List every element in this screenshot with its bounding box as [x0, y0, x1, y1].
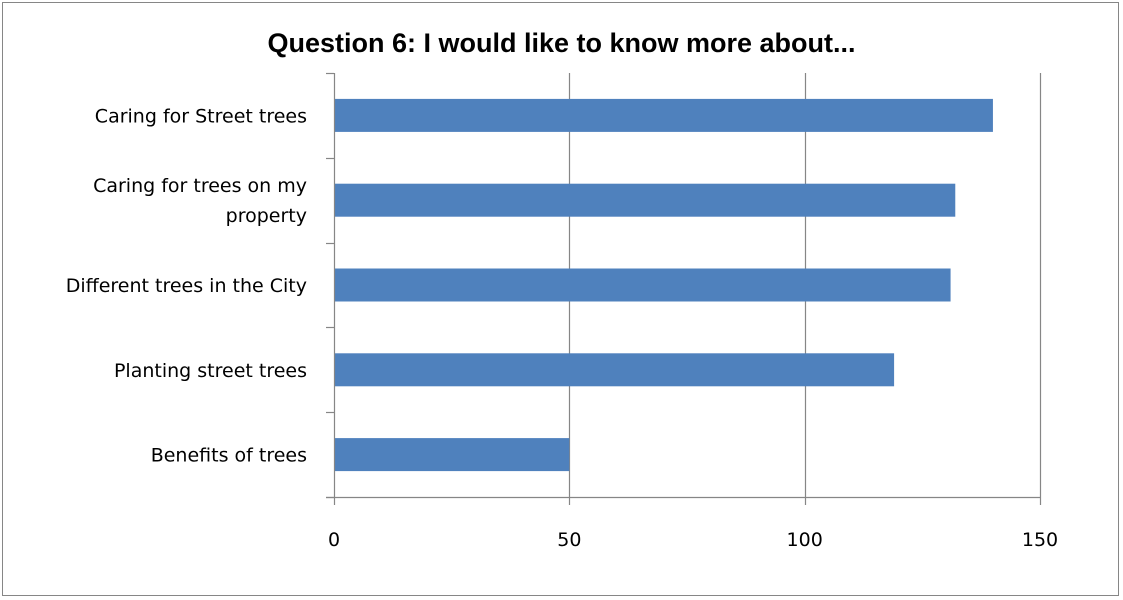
- bar-3: [334, 268, 951, 302]
- x-tick-label-50: 50: [557, 529, 581, 551]
- category-label-2: Caring for trees on my property: [93, 175, 307, 227]
- category-label-4: Planting street trees: [114, 360, 307, 382]
- category-label-1: Caring for Street trees: [95, 105, 307, 127]
- bar-5: [334, 438, 570, 472]
- bar-1: [334, 98, 993, 132]
- x-tick-label-150: 150: [1022, 529, 1058, 551]
- bar-4: [334, 353, 895, 387]
- category-label-5: Benefits of trees: [151, 445, 307, 467]
- chart-title: Question 6: I would like to know more ab…: [267, 28, 856, 58]
- category-label-3: Different trees in the City: [66, 275, 307, 297]
- bar-2: [334, 183, 956, 217]
- x-tick-label-100: 100: [787, 529, 823, 551]
- x-tick-label-0: 0: [328, 529, 340, 551]
